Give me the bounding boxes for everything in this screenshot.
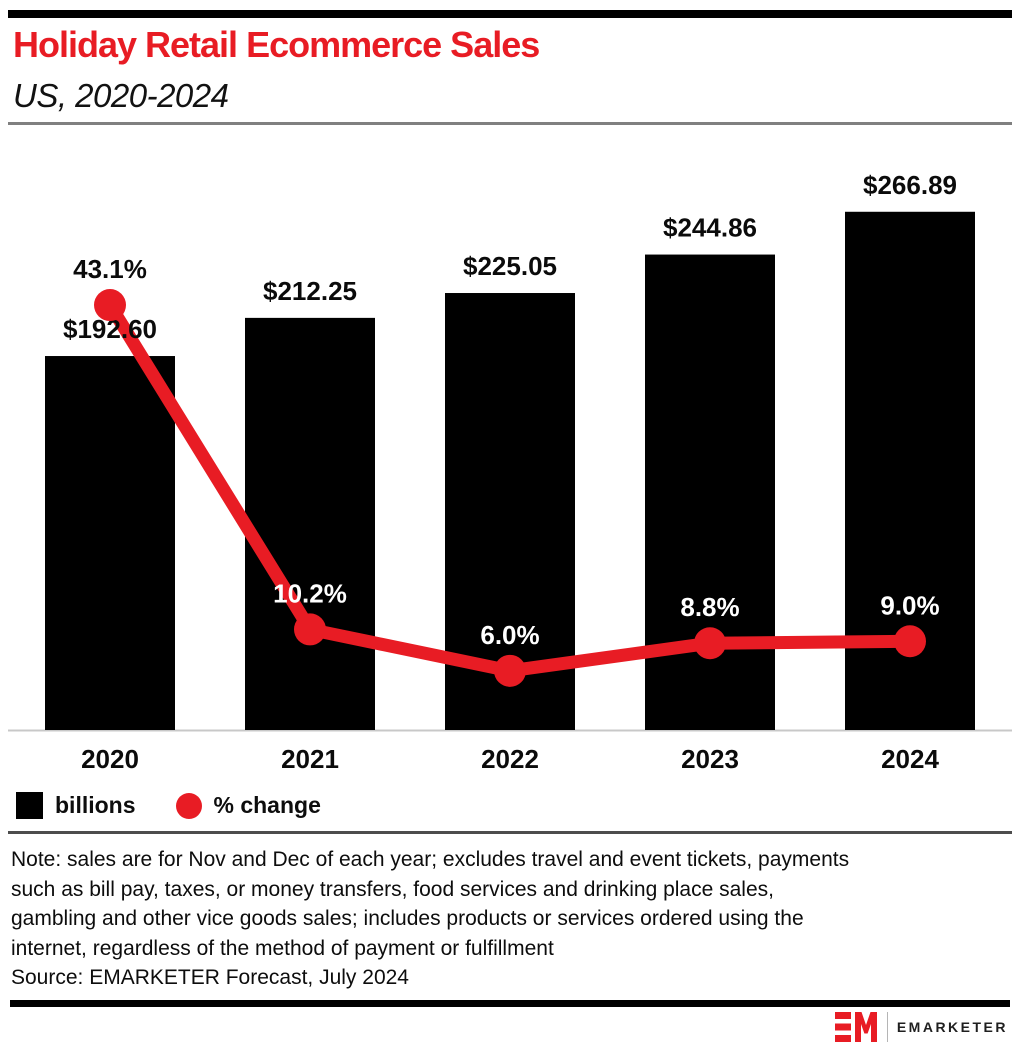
note-line: such as bill pay, taxes, or money transf… (11, 877, 774, 901)
pct-point-2022 (494, 654, 526, 687)
x-axis-label-2021: 2021 (281, 744, 339, 774)
legend-line-swatch-icon (175, 792, 202, 819)
pct-value-label-2023: 8.8% (680, 592, 739, 622)
pct-point-2021 (294, 613, 326, 646)
bar-value-label-2022: $225.05 (463, 251, 557, 281)
note-line: Note: sales are for Nov and Dec of each … (11, 848, 850, 871)
top-accent-bar (8, 10, 1012, 18)
page-subtitle: US, 2020-2024 (13, 77, 229, 114)
bar-value-label-2023: $244.86 (663, 213, 757, 243)
bar-value-label-2024: $266.89 (863, 170, 957, 200)
note-divider (8, 831, 1012, 834)
emarketer-logo-mark-icon (834, 1012, 877, 1042)
note-line: gambling and other vice goods sales; inc… (11, 907, 804, 930)
note-text: Note: sales are for Nov and Dec of each … (11, 845, 849, 963)
legend-label-billions: billions (55, 792, 136, 818)
pct-value-label-2021: 10.2% (273, 578, 347, 608)
pct-value-label-2022: 6.0% (480, 620, 539, 650)
pct-value-label-2020: 43.1% (73, 254, 147, 284)
page-title: Holiday Retail Ecommerce Sales (13, 24, 540, 65)
bar-2020 (45, 356, 175, 730)
pct-point-2024 (894, 625, 926, 658)
emarketer-logo: EMARKETER (834, 1012, 1008, 1042)
x-axis-label-2022: 2022 (481, 744, 539, 774)
footer-accent-bar (10, 1000, 1010, 1007)
logo-divider (886, 1012, 888, 1042)
chart-legend: billions % change (16, 792, 321, 819)
pct-value-label-2024: 9.0% (880, 590, 939, 620)
bar-value-label-2021: $212.25 (263, 276, 357, 306)
legend-bar-swatch-icon (16, 792, 43, 819)
note-line: internet, regardless of the method of pa… (11, 936, 554, 960)
legend-label-pct-change: % change (213, 792, 321, 818)
bar-2021 (245, 317, 375, 730)
x-axis-label-2020: 2020 (81, 744, 139, 774)
pct-point-2023 (694, 627, 726, 660)
logo-wordmark: EMARKETER (896, 1019, 1008, 1035)
x-axis-label-2023: 2023 (681, 744, 739, 774)
source-text: Source: EMARKETER Forecast, July 2024 (11, 966, 409, 989)
x-axis-label-2024: 2024 (881, 744, 939, 774)
header-divider (8, 122, 1012, 125)
pct-point-2020 (94, 289, 126, 322)
